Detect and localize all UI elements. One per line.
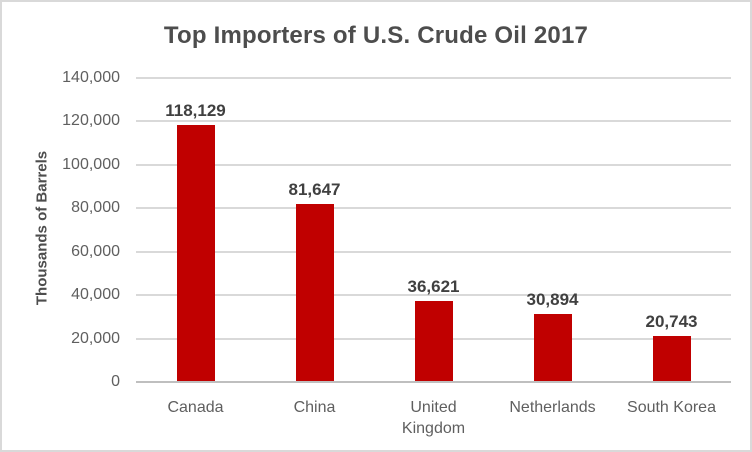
y-tick-label-120000: 120,000 (62, 112, 120, 130)
x-category-label-canada: Canada (136, 397, 255, 418)
x-category-label-text: Canada (167, 399, 224, 416)
y-tick-label-20000: 20,000 (71, 329, 120, 347)
y-tick-label-80000: 80,000 (71, 199, 120, 217)
y-tick-label-140000: 140,000 (62, 69, 120, 86)
y-tick-label-0: 0 (111, 373, 120, 390)
chart-title: Top Importers of U.S. Crude Oil 2017 (163, 22, 589, 49)
x-axis-line (136, 381, 731, 383)
gridline-40000 (136, 294, 731, 297)
y-tick-label-60000: 60,000 (71, 242, 120, 260)
data-label-china: 81,647 (288, 179, 341, 199)
x-category-label-text: United Kingdom (401, 399, 466, 437)
x-category-label-south-korea: South Korea (612, 397, 731, 418)
bar-united-kingdom (414, 301, 453, 381)
data-label-canada: 118,129 (165, 100, 226, 120)
x-category-label-china: China (255, 397, 374, 418)
x-category-label-text: China (293, 399, 336, 416)
gridline-100000 (136, 163, 731, 166)
gridline-140000 (136, 77, 731, 79)
data-label-united-kingdom: 36,621 (407, 277, 460, 297)
y-tick-label-100000: 100,000 (62, 155, 120, 173)
bar-china (295, 203, 334, 381)
x-category-label-united-kingdom: United Kingdom (374, 397, 493, 439)
bar-netherlands (533, 313, 572, 381)
gridline-60000 (136, 250, 731, 253)
x-axis-category-labels: Canada China United Kingdom Netherlands Sout… (136, 397, 731, 445)
x-category-label-netherlands: Netherlands (493, 397, 612, 418)
bar-south-korea (652, 335, 691, 381)
x-category-label-text: Netherlands (509, 399, 596, 416)
plot-area: 118,129 81,647 36,621 30,894 20,743 (136, 77, 731, 383)
gridline-80000 (136, 207, 731, 210)
y-tick-label-40000: 40,000 (71, 286, 120, 304)
data-label-south-korea: 20,743 (645, 311, 698, 331)
data-label-netherlands: 30,894 (526, 289, 579, 309)
x-category-label-text: South Korea (627, 399, 716, 416)
bar-canada (176, 124, 215, 381)
gridline-120000 (136, 120, 731, 123)
